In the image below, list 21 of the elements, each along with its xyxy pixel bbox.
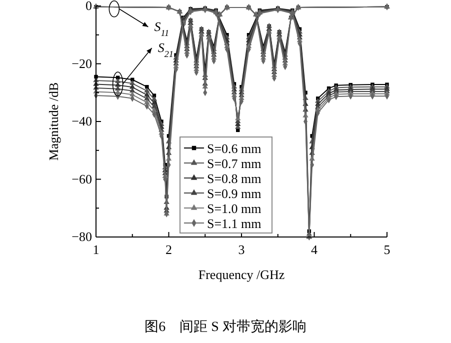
y-tick-label: −20: [72, 56, 92, 71]
y-tick-label: −80: [72, 229, 92, 244]
y-tick-label: 0: [86, 0, 92, 13]
y-axis-title: Magnitude /dB: [46, 82, 61, 161]
caption: 图6 间距 S 对带宽的影响: [144, 319, 306, 335]
annotation: S$_{21}$: [158, 40, 174, 59]
annotation: S$_{11}$: [154, 18, 170, 38]
legend-label: S=1.0 mm: [207, 201, 262, 216]
legend-label: S=0.8 mm: [207, 171, 262, 186]
x-tick-label: 5: [384, 242, 390, 257]
y-tick-label: −60: [72, 171, 92, 186]
x-tick-label: 2: [166, 242, 172, 257]
x-tick-label: 3: [238, 242, 245, 257]
y-tick-label: −40: [72, 114, 92, 128]
legend-label: S=1.1 mm: [207, 216, 262, 231]
x-tick-label: 1: [92, 242, 100, 257]
legend-label: S=0.7 mm: [207, 156, 262, 171]
x-tick-label: 4: [311, 242, 318, 257]
legend-label: S=0.9 mm: [207, 186, 262, 201]
x-axis-title: Frequency /GHz: [198, 267, 285, 282]
legend-label: S=0.6 mm: [207, 141, 262, 156]
